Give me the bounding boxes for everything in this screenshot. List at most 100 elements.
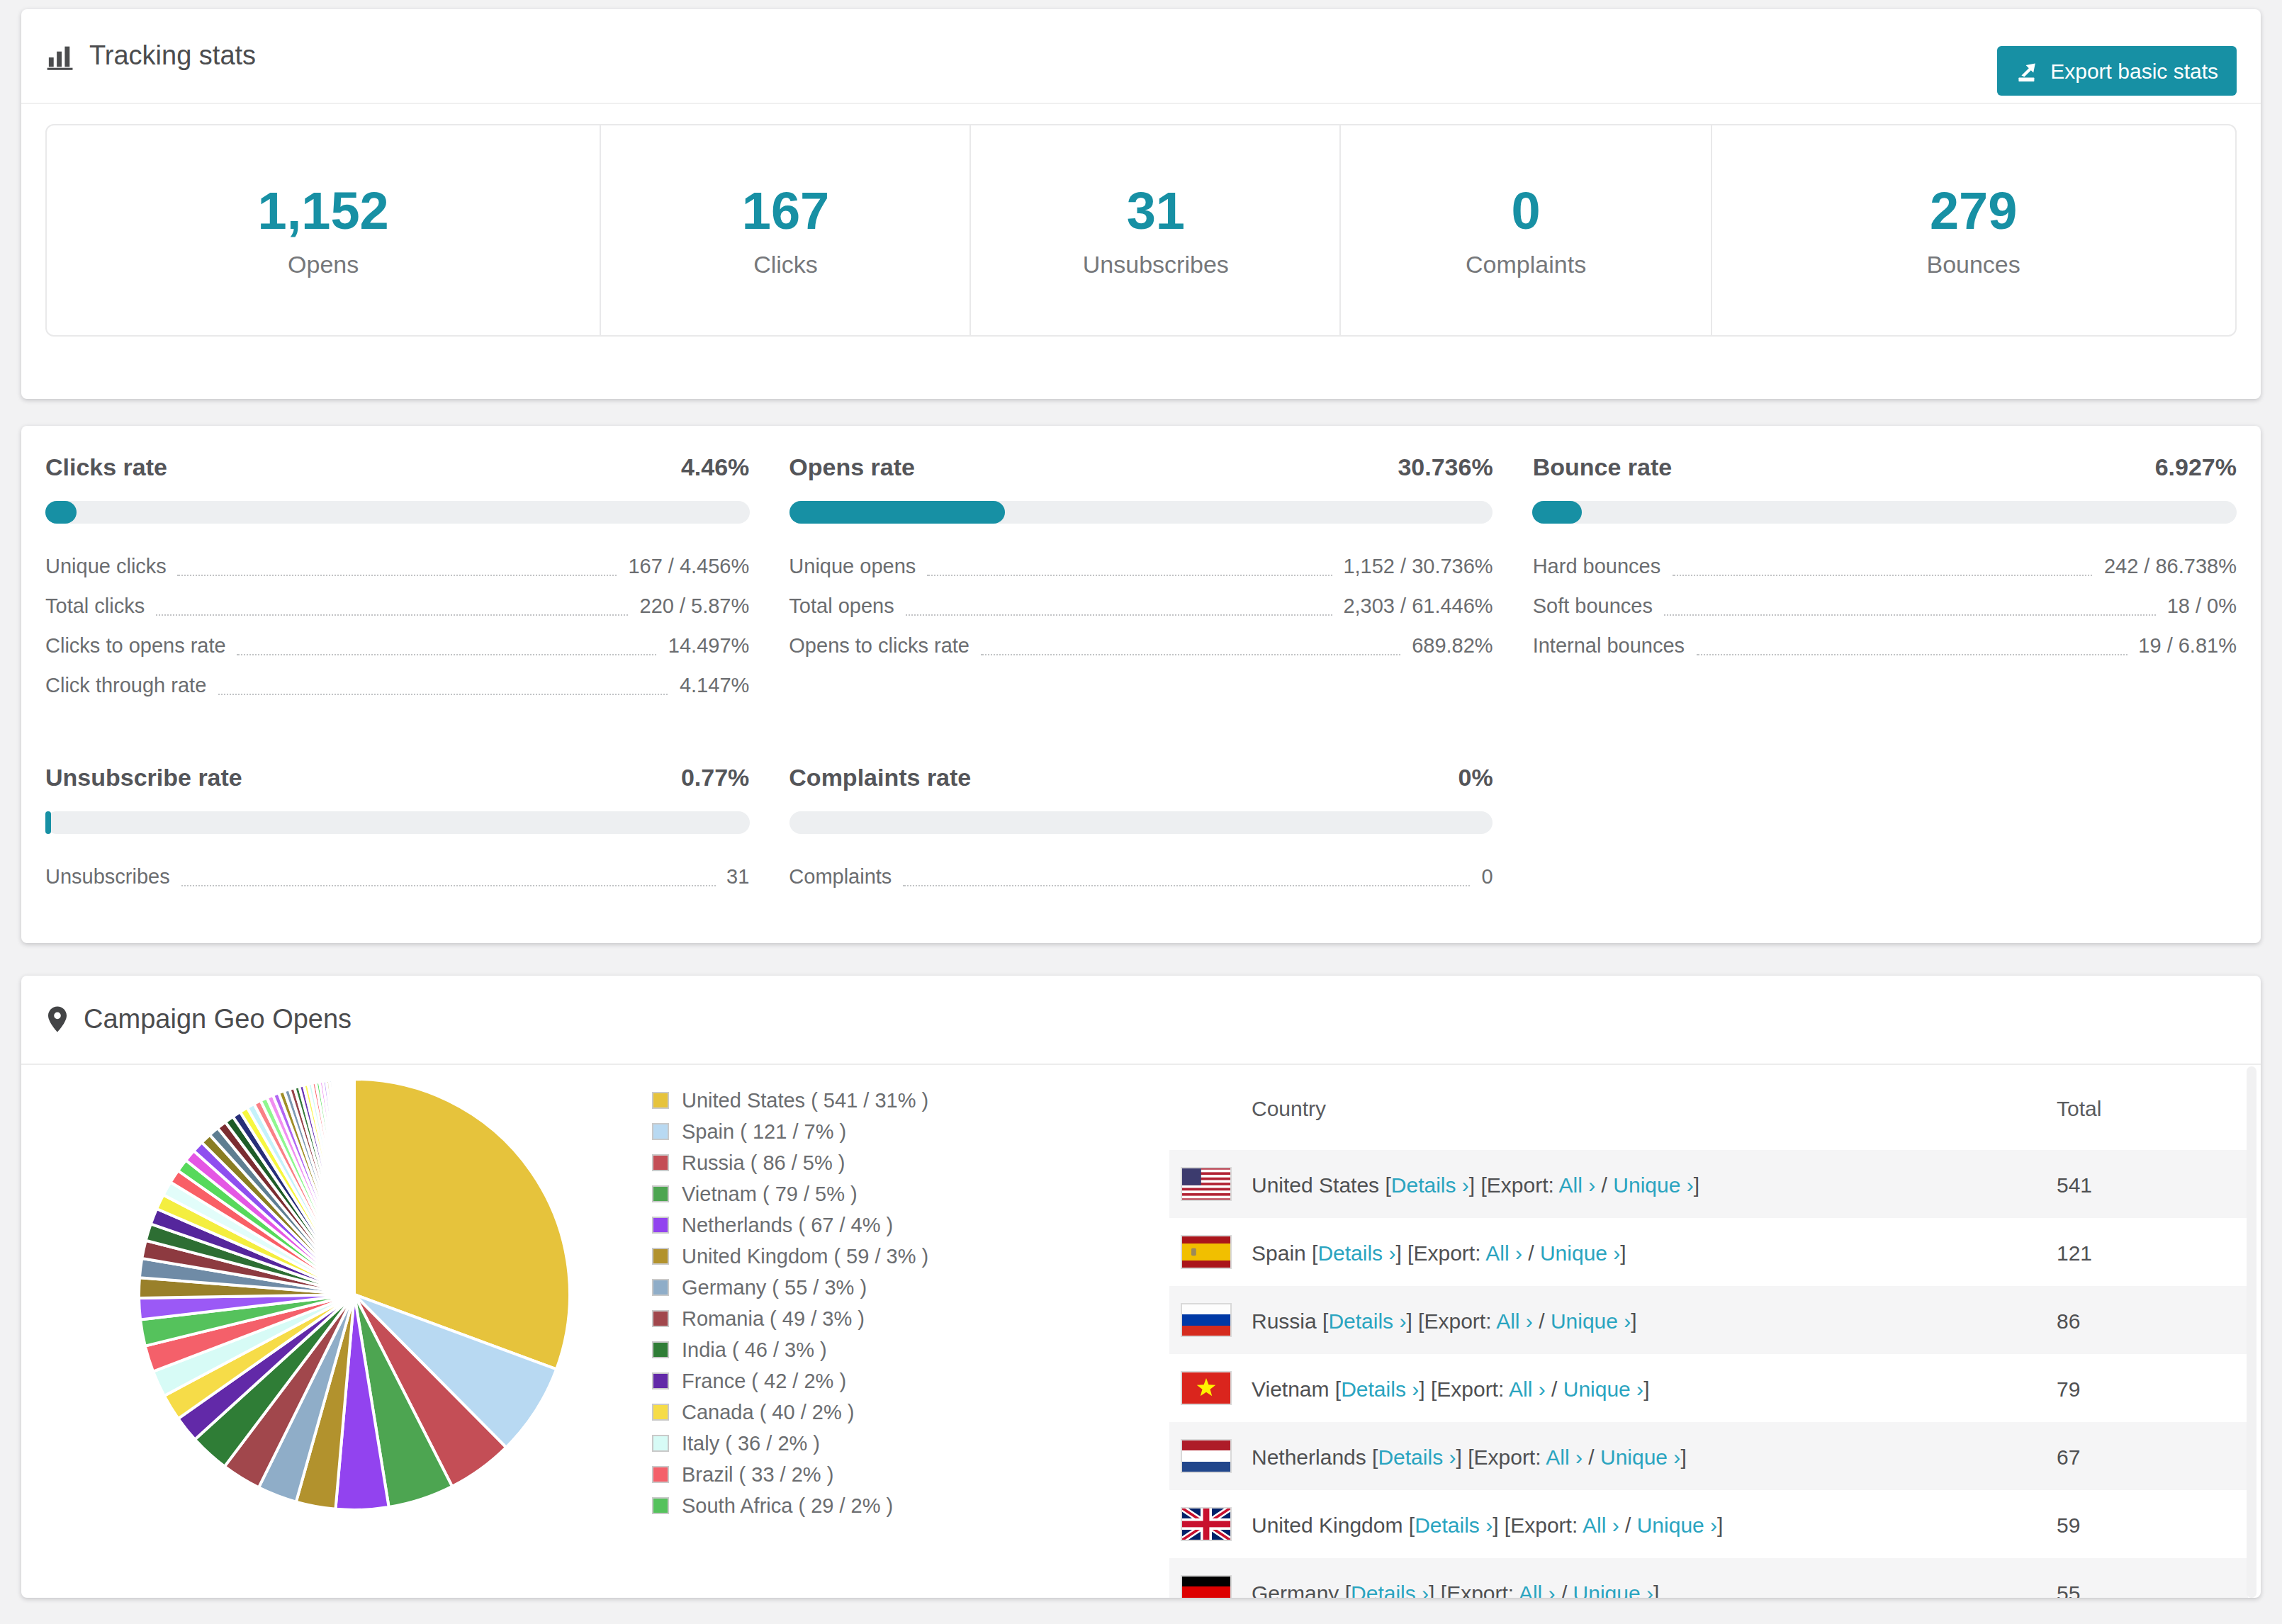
rate-row-value: 31 (726, 857, 749, 896)
export-unique-link-united-states[interactable]: Unique › (1613, 1172, 1693, 1196)
rate-row-click-through-rate: Click through rate4.147% (45, 665, 749, 705)
rate-value: 30.736% (1398, 454, 1493, 483)
flag-icon-vietnam (1181, 1371, 1232, 1405)
rate-row-label: Soft bounces (1533, 586, 1653, 626)
dotted-leader (903, 885, 1470, 886)
details-link-united-kingdom[interactable]: Details › (1415, 1512, 1493, 1536)
details-link-spain[interactable]: Details › (1317, 1240, 1395, 1264)
tracking-stats-title: Tracking stats (89, 40, 256, 72)
rate-progress-opens-rate (789, 501, 1493, 524)
total-cell-spain: 121 (2057, 1240, 2248, 1264)
column-header-country: Country (1169, 1095, 2057, 1120)
export-button-label: Export basic stats (2050, 59, 2218, 83)
flag-icon-united-kingdom (1181, 1507, 1232, 1541)
legend-item-brazil: Brazil ( 33 / 2% ) (652, 1459, 1155, 1490)
rate-value: 0% (1458, 765, 1493, 793)
stat-value-unsubscribes: 31 (1127, 181, 1185, 241)
geo-table-header: CountryTotal (1169, 1065, 2248, 1150)
export-all-link-spain[interactable]: All › (1485, 1240, 1522, 1264)
export-unique-link-russia[interactable]: Unique › (1551, 1308, 1631, 1332)
stat-label-opens: Opens (288, 251, 359, 279)
legend-label: Netherlands ( 67 / 4% ) (682, 1214, 893, 1236)
export-unique-link-united-kingdom[interactable]: Unique › (1637, 1512, 1717, 1536)
dotted-leader (1664, 614, 2156, 616)
total-cell-united-states: 541 (2057, 1172, 2248, 1196)
legend-item-france: France ( 42 / 2% ) (652, 1365, 1155, 1397)
rate-row-value: 18 / 0% (2167, 586, 2237, 626)
rate-row-label: Hard bounces (1533, 546, 1661, 586)
rate-row-label: Unsubscribes (45, 857, 170, 896)
export-prefix: Export: (1474, 1444, 1541, 1468)
details-link-russia[interactable]: Details › (1328, 1308, 1406, 1332)
rate-row-clicks-to-opens-rate: Clicks to opens rate14.497% (45, 626, 749, 665)
map-pin-icon (45, 1005, 69, 1034)
legend-swatch (652, 1310, 669, 1327)
export-all-link-vietnam[interactable]: All › (1509, 1376, 1546, 1400)
legend-label: Canada ( 40 / 2% ) (682, 1401, 854, 1423)
rate-value: 0.77% (681, 765, 749, 793)
country-cell-vietnam: Vietnam [Details ›] [Export: All › / Uni… (1252, 1376, 2057, 1400)
rate-row-label: Total clicks (45, 586, 145, 626)
rate-row-value: 19 / 6.81% (2138, 626, 2237, 665)
export-all-link-netherlands[interactable]: All › (1546, 1444, 1583, 1468)
legend-swatch (652, 1497, 669, 1514)
dotted-leader (156, 614, 628, 616)
export-basic-stats-button[interactable]: Export basic stats (1996, 46, 2237, 96)
legend-label: Germany ( 55 / 3% ) (682, 1276, 867, 1299)
dotted-leader (237, 654, 657, 655)
export-all-link-united-states[interactable]: All › (1559, 1172, 1596, 1196)
pie-slice-59[interactable] (352, 1079, 354, 1295)
legend-label: South Africa ( 29 / 2% ) (682, 1494, 893, 1517)
flag-icon-netherlands (1181, 1439, 1232, 1473)
rate-rows: Complaints0 (789, 857, 1493, 896)
stat-clicks: 167Clicks (601, 125, 971, 335)
country-cell-spain: Spain [Details ›] [Export: All › / Uniqu… (1252, 1240, 2057, 1264)
flag-icon-germany (1181, 1575, 1232, 1598)
export-all-link-united-kingdom[interactable]: All › (1583, 1512, 1619, 1536)
rate-row-total-clicks: Total clicks220 / 5.87% (45, 586, 749, 626)
legend-swatch (652, 1279, 669, 1296)
bar-chart-icon (45, 41, 75, 71)
rate-title: Unsubscribe rate (45, 765, 242, 793)
rate-row-unique-clicks: Unique clicks167 / 4.456% (45, 546, 749, 586)
details-link-united-states[interactable]: Details › (1391, 1172, 1469, 1196)
legend-label: Romania ( 49 / 3% ) (682, 1307, 865, 1330)
rate-row-value: 14.497% (668, 626, 750, 665)
table-row-russia: Russia [Details ›] [Export: All › / Uniq… (1169, 1286, 2248, 1354)
stat-label-clicks: Clicks (753, 251, 818, 279)
rate-rows: Unique opens1,152 / 30.736%Total opens2,… (789, 546, 1493, 665)
legend-swatch (652, 1123, 669, 1140)
geo-legend: United States ( 541 / 31% )Spain ( 121 /… (652, 1065, 1155, 1521)
legend-swatch (652, 1341, 669, 1358)
export-unique-link-netherlands[interactable]: Unique › (1600, 1444, 1680, 1468)
export-unique-link-spain[interactable]: Unique › (1540, 1240, 1620, 1264)
export-unique-link-vietnam[interactable]: Unique › (1563, 1376, 1643, 1400)
export-all-link-russia[interactable]: All › (1496, 1308, 1533, 1332)
export-unique-link-germany[interactable]: Unique › (1573, 1580, 1653, 1598)
rate-row-label: Click through rate (45, 665, 206, 705)
geo-pie-chart (21, 1065, 652, 1518)
rate-title: Bounce rate (1533, 454, 1673, 483)
rate-row-internal-bounces: Internal bounces19 / 6.81% (1533, 626, 2237, 665)
details-link-netherlands[interactable]: Details › (1378, 1444, 1456, 1468)
rate-row-value: 2,303 / 61.446% (1343, 586, 1493, 626)
legend-item-netherlands: Netherlands ( 67 / 4% ) (652, 1209, 1155, 1241)
details-link-germany[interactable]: Details › (1351, 1580, 1429, 1598)
rate-row-value: 0 (1482, 857, 1493, 896)
rate-rows: Hard bounces242 / 86.738%Soft bounces18 … (1533, 546, 2237, 665)
legend-label: Vietnam ( 79 / 5% ) (682, 1183, 858, 1205)
legend-item-russia: Russia ( 86 / 5% ) (652, 1147, 1155, 1178)
rate-title-row-bounce-rate: Bounce rate6.927% (1533, 454, 2237, 483)
table-scrollbar[interactable] (2247, 1066, 2256, 1598)
details-link-vietnam[interactable]: Details › (1341, 1376, 1419, 1400)
dotted-leader (981, 654, 1400, 655)
legend-item-united-kingdom: United Kingdom ( 59 / 3% ) (652, 1241, 1155, 1272)
rate-row-opens-to-clicks-rate: Opens to clicks rate689.82% (789, 626, 1493, 665)
table-row-united-kingdom: United Kingdom [Details ›] [Export: All … (1169, 1490, 2248, 1558)
export-all-link-germany[interactable]: All › (1519, 1580, 1556, 1598)
rate-title-row-complaints-rate: Complaints rate0% (789, 765, 1493, 793)
export-prefix: Export: (1510, 1512, 1578, 1536)
rate-title: Opens rate (789, 454, 915, 483)
flag-icon-spain (1181, 1235, 1232, 1269)
rate-row-value: 167 / 4.456% (628, 546, 749, 586)
